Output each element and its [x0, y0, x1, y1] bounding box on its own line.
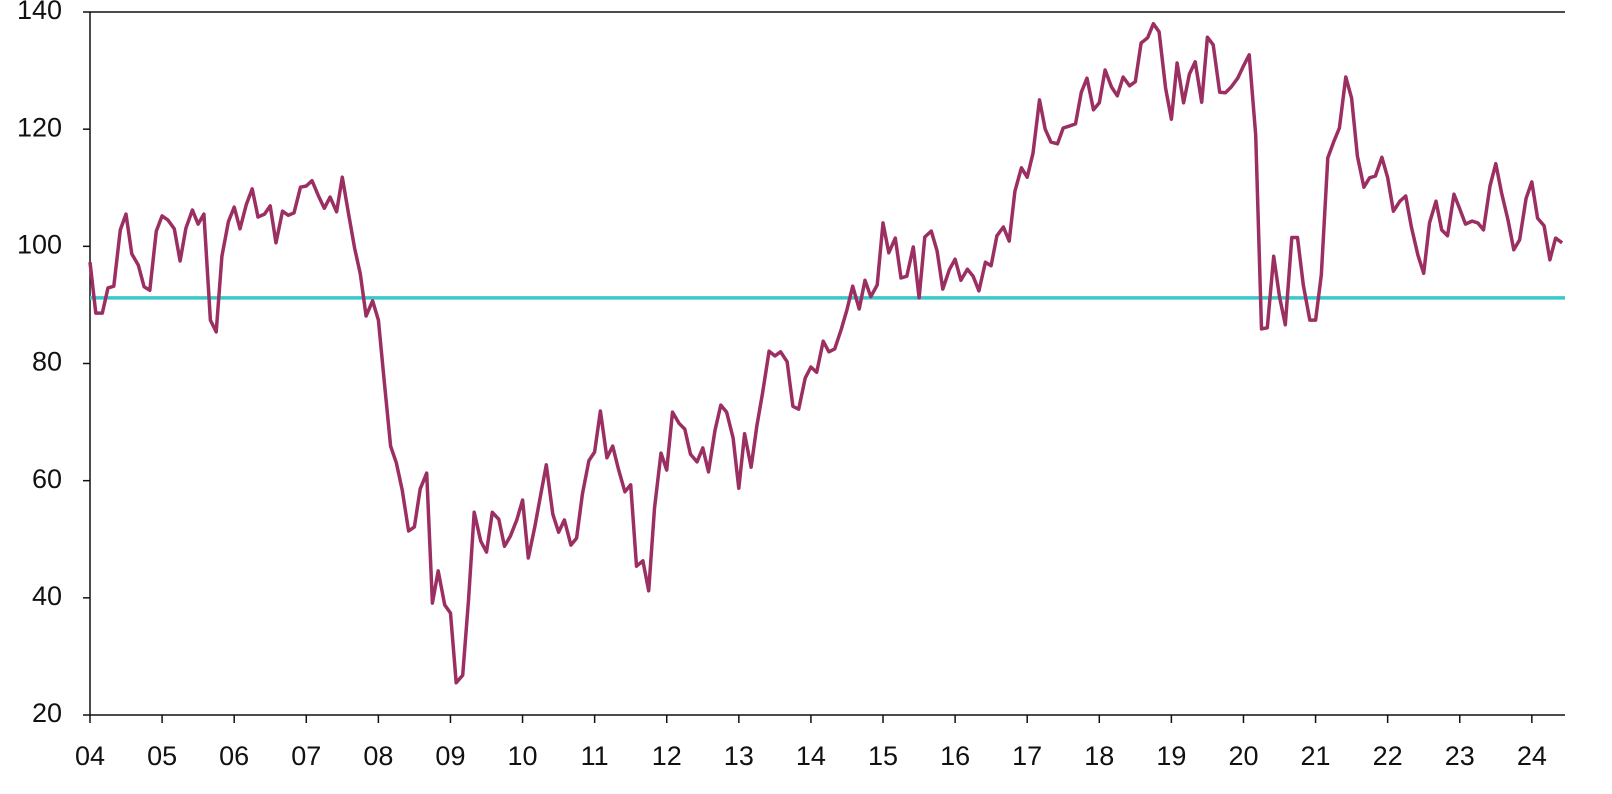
- x-tick-label: 24: [1517, 741, 1547, 771]
- y-tick-label: 80: [32, 347, 62, 377]
- x-tick-label: 12: [652, 741, 682, 771]
- x-tick-label: 13: [724, 741, 754, 771]
- x-tick-label: 20: [1228, 741, 1258, 771]
- x-tick-label: 18: [1084, 741, 1114, 771]
- x-tick-label: 10: [508, 741, 538, 771]
- x-tick-label: 17: [1012, 741, 1042, 771]
- y-tick-label: 20: [32, 698, 62, 728]
- x-tick-label: 07: [291, 741, 321, 771]
- x-tick-label: 21: [1301, 741, 1331, 771]
- x-tick-label: 14: [796, 741, 826, 771]
- x-tick-label: 09: [435, 741, 465, 771]
- y-tick-label: 40: [32, 581, 62, 611]
- x-tick-label: 22: [1373, 741, 1403, 771]
- y-tick-label: 140: [17, 0, 62, 25]
- x-tick-label: 05: [147, 741, 177, 771]
- x-tick-label: 19: [1156, 741, 1186, 771]
- x-tick-label: 16: [940, 741, 970, 771]
- y-tick-label: 120: [17, 112, 62, 142]
- x-tick-label: 23: [1445, 741, 1475, 771]
- x-tick-label: 08: [363, 741, 393, 771]
- x-tick-label: 11: [581, 741, 609, 771]
- x-tick-label: 06: [219, 741, 249, 771]
- y-tick-label: 60: [32, 464, 62, 494]
- y-tick-label: 100: [17, 229, 62, 259]
- x-tick-label: 04: [75, 741, 105, 771]
- data-line: [88, 21, 1564, 685]
- x-tick-label: 15: [868, 741, 898, 771]
